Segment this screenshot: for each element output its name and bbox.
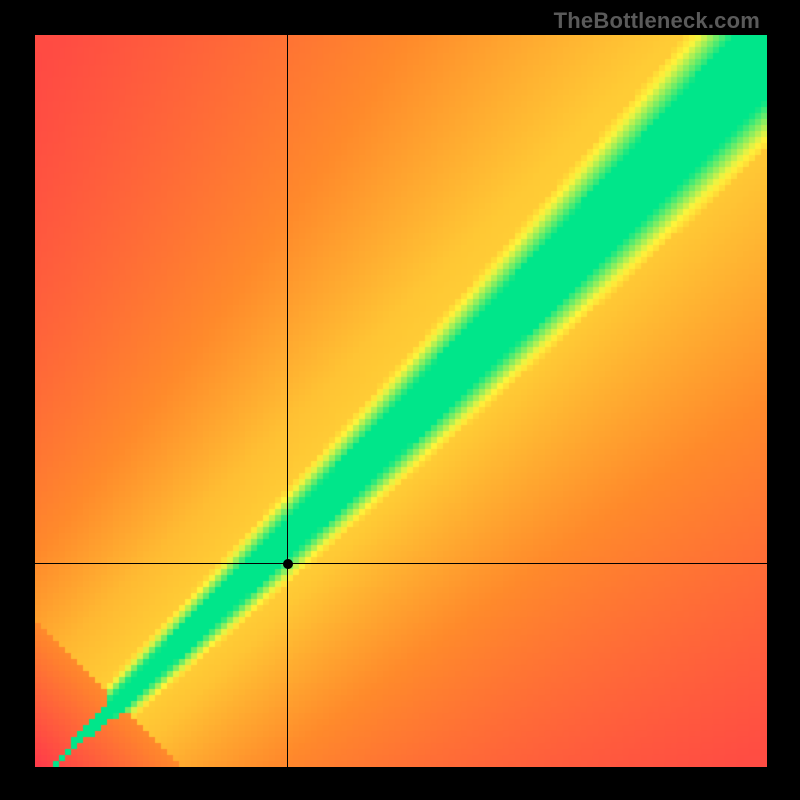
crosshair-horizontal bbox=[35, 563, 767, 564]
crosshair-vertical bbox=[287, 35, 288, 767]
selection-marker bbox=[283, 559, 293, 569]
chart-container: TheBottleneck.com bbox=[0, 0, 800, 800]
watermark-text: TheBottleneck.com bbox=[554, 8, 760, 34]
heatmap-plot bbox=[35, 35, 767, 767]
heatmap-canvas bbox=[35, 35, 767, 767]
watermark-label: TheBottleneck.com bbox=[554, 8, 760, 33]
